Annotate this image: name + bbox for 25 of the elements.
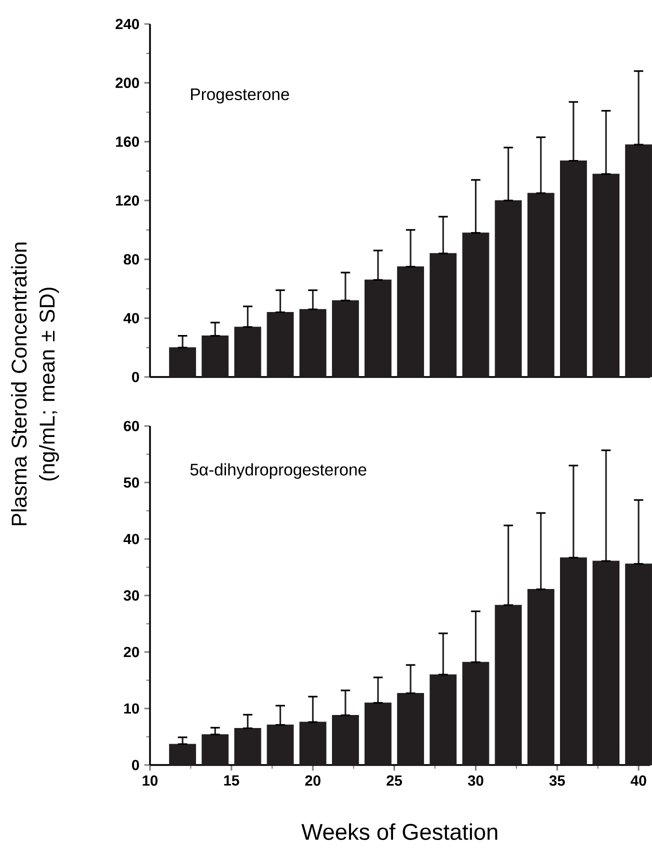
y-tick-label: 20 bbox=[124, 646, 139, 658]
y-tick-label: 80 bbox=[124, 254, 139, 265]
x-axis-title: Weeks of Gestation bbox=[301, 823, 498, 840]
y-tick-label: 160 bbox=[116, 136, 139, 147]
x-tick-label: 35 bbox=[549, 775, 565, 786]
x-tick-label: 40 bbox=[630, 775, 646, 786]
y-tick-label: 40 bbox=[124, 312, 139, 324]
x-tick-label: 10 bbox=[142, 775, 158, 786]
y-tick-label: 200 bbox=[116, 78, 139, 88]
y-tick-label: 10 bbox=[124, 703, 139, 714]
y-tick-label: 0 bbox=[132, 372, 139, 382]
text: 5α-dihydroprogesterone bbox=[190, 463, 366, 479]
y-tick-label: 30 bbox=[124, 590, 139, 601]
y-tick-label: 240 bbox=[116, 18, 139, 30]
y-tick-label: 60 bbox=[124, 420, 139, 432]
x-tick-label: 20 bbox=[305, 775, 320, 786]
x-tick-label: 25 bbox=[386, 775, 402, 786]
y-tick-label: 40 bbox=[124, 534, 139, 544]
x-tick-label: 30 bbox=[468, 775, 484, 786]
x-tick-label: 15 bbox=[224, 775, 240, 786]
text: Progesterone bbox=[191, 88, 290, 104]
y-tick-label: 120 bbox=[116, 195, 139, 206]
y-tick-label: 50 bbox=[124, 477, 139, 488]
y-tick-label: 0 bbox=[132, 760, 139, 770]
y-axis-title: Plasma Steroid Concentration (ng/mL; mean ± SD) bbox=[11, 242, 59, 526]
